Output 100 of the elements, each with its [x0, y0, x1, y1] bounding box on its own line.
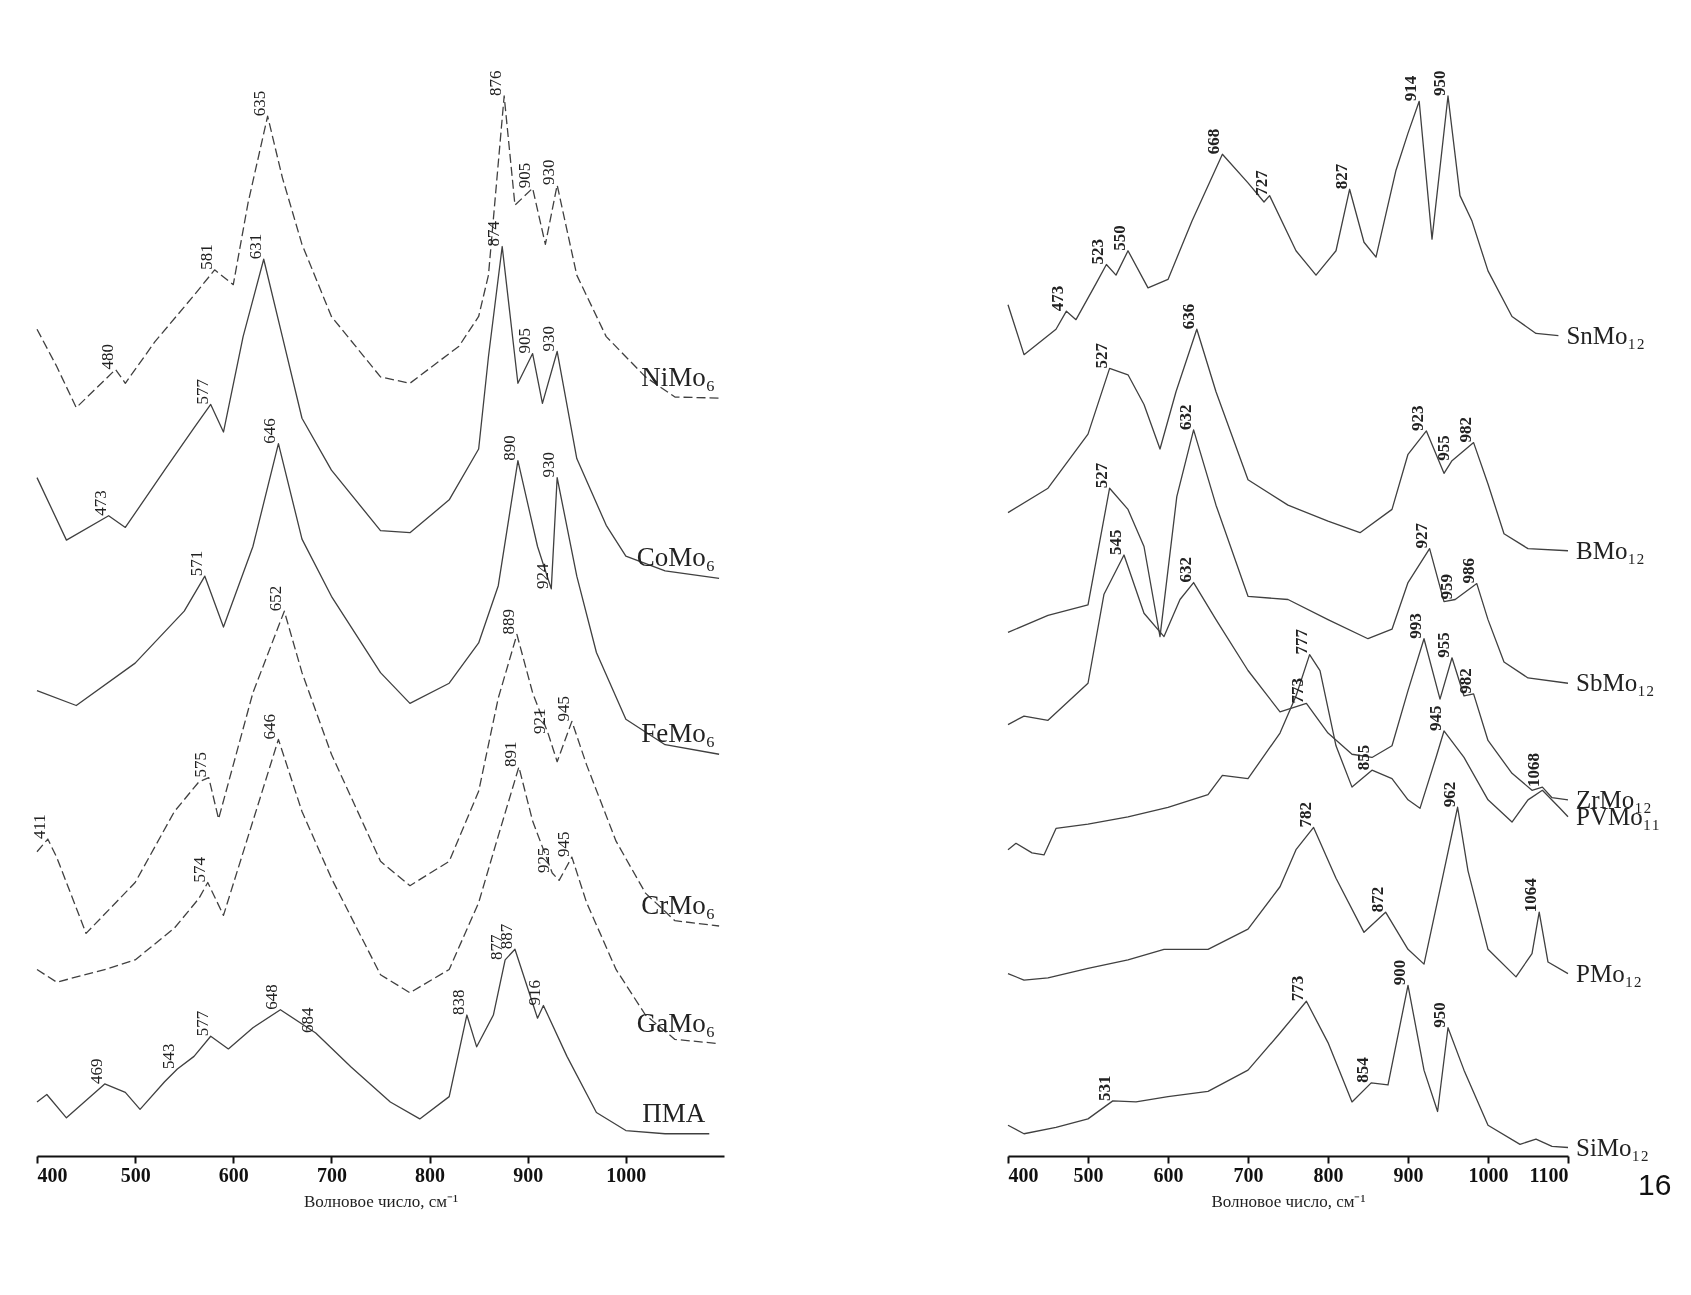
- x-tick-label: 500: [120, 1163, 151, 1186]
- x-tick-label: 600: [1153, 1163, 1184, 1186]
- annotation: 891: [500, 741, 520, 767]
- series-label: FeMo₆: [641, 718, 716, 749]
- x-tick-label: 400: [37, 1163, 68, 1186]
- annotation: 950: [1430, 70, 1449, 96]
- annotation: 930: [539, 452, 559, 478]
- annotation: 577: [192, 1010, 212, 1037]
- annotation: 543: [159, 1043, 179, 1070]
- series-label: CoMo₆: [636, 542, 716, 573]
- annotation: 668: [1204, 128, 1224, 155]
- annotation: 916: [525, 979, 545, 1006]
- annotation: 575: [190, 752, 210, 778]
- annotation: 577: [192, 378, 212, 405]
- annotation: 469: [86, 1058, 106, 1084]
- annotation: 889: [498, 608, 518, 635]
- annotation: 921: [530, 708, 550, 735]
- annotation: 930: [539, 159, 559, 186]
- x-axis-title: Волновое число, см⁻¹: [303, 1191, 459, 1211]
- annotation: 838: [448, 989, 468, 1016]
- annotation: 962: [1439, 781, 1459, 808]
- x-tick-label: 700: [1233, 1163, 1264, 1186]
- annotation: 646: [260, 418, 280, 444]
- annotation: 959: [1437, 574, 1457, 600]
- annotation: 955: [1434, 435, 1453, 461]
- annotation: 945: [1426, 705, 1445, 731]
- annotation: 571: [186, 550, 206, 577]
- annotation: 773: [1288, 677, 1308, 704]
- annotation: 982: [1455, 417, 1475, 443]
- annotation: 876: [486, 70, 506, 96]
- annotation: 1064: [1521, 877, 1541, 913]
- x-tick-label: 700: [316, 1163, 347, 1186]
- annotation: 982: [1455, 668, 1475, 694]
- series-label: SiMo₁₂: [1576, 1133, 1650, 1161]
- annotation: 635: [249, 90, 269, 117]
- annotation: 632: [1175, 404, 1195, 430]
- annotation: 874: [484, 220, 504, 247]
- x-tick-label: 900: [1393, 1163, 1424, 1186]
- annotation: 945: [553, 831, 573, 858]
- series-label: ПМА: [642, 1097, 706, 1128]
- annotation: 782: [1295, 801, 1315, 828]
- annotation: 872: [1367, 886, 1387, 913]
- annotation: 773: [1288, 975, 1308, 1002]
- x-tick-label: 1000: [606, 1163, 647, 1186]
- annotation: 545: [1106, 529, 1125, 555]
- annotation: 527: [1091, 462, 1111, 489]
- annotation: 581: [196, 244, 216, 270]
- annotation: 900: [1390, 959, 1409, 986]
- annotation: 652: [266, 585, 286, 612]
- annotation: 473: [90, 490, 110, 516]
- x-tick-label: 400: [1008, 1163, 1039, 1186]
- annotation: 777: [1291, 628, 1311, 655]
- annotation: 827: [1331, 163, 1351, 190]
- annotation: 523: [1088, 239, 1108, 265]
- annotation: 1068: [1524, 753, 1544, 788]
- annotation: 648: [262, 984, 282, 1010]
- annotation: 574: [189, 856, 209, 883]
- annotation: 527: [1091, 342, 1111, 369]
- annotation: 986: [1458, 558, 1478, 584]
- text: 16: [1638, 1168, 1672, 1201]
- annotation: 636: [1178, 303, 1198, 330]
- annotation: 473: [1048, 285, 1068, 312]
- annotation: 914: [1401, 75, 1421, 102]
- x-tick-label: 800: [415, 1163, 446, 1186]
- series-label: NiMo₆: [641, 362, 716, 393]
- annotation: 411: [29, 814, 49, 840]
- annotation: 923: [1408, 405, 1428, 431]
- annotation: 632: [1175, 557, 1195, 583]
- x-axis-title: Волновое число, см⁻¹: [1211, 1191, 1366, 1211]
- series-label: CrMo₆: [641, 889, 716, 920]
- annotation: 550: [1110, 225, 1129, 251]
- annotation: 684: [297, 1007, 317, 1034]
- annotation: 993: [1406, 613, 1425, 639]
- annotation: 646: [260, 713, 280, 740]
- series-label: GaMo₆: [636, 1007, 716, 1038]
- series-label: BMo₁₂: [1576, 536, 1645, 564]
- annotation: 945: [553, 695, 573, 722]
- series-label: SnMo₁₂: [1566, 321, 1645, 349]
- annotation: 531: [1094, 1075, 1114, 1101]
- series-label: SbMo₁₂: [1576, 669, 1655, 697]
- annotation: 855: [1354, 744, 1373, 771]
- x-tick-label: 800: [1313, 1163, 1344, 1186]
- annotation: 854: [1353, 1056, 1373, 1083]
- annotation: 890: [499, 435, 519, 461]
- annotation: 955: [1434, 632, 1453, 658]
- annotation: 480: [97, 343, 117, 370]
- annotation: 905: [514, 162, 534, 189]
- annotation: 727: [1251, 169, 1271, 196]
- x-tick-label: 500: [1073, 1163, 1104, 1186]
- annotation: 950: [1430, 1002, 1449, 1028]
- x-tick-label: 900: [513, 1163, 544, 1186]
- annotation: 930: [539, 325, 559, 352]
- annotation: 927: [1411, 522, 1431, 549]
- x-tick-label: 600: [218, 1163, 249, 1186]
- annotation: 925: [534, 847, 554, 873]
- x-tick-label: 1000: [1468, 1163, 1509, 1186]
- annotation: 905: [514, 328, 534, 354]
- annotation: 631: [245, 233, 265, 260]
- x-tick-label: 1100: [1529, 1163, 1569, 1186]
- series-label: PMo₁₂: [1576, 959, 1643, 987]
